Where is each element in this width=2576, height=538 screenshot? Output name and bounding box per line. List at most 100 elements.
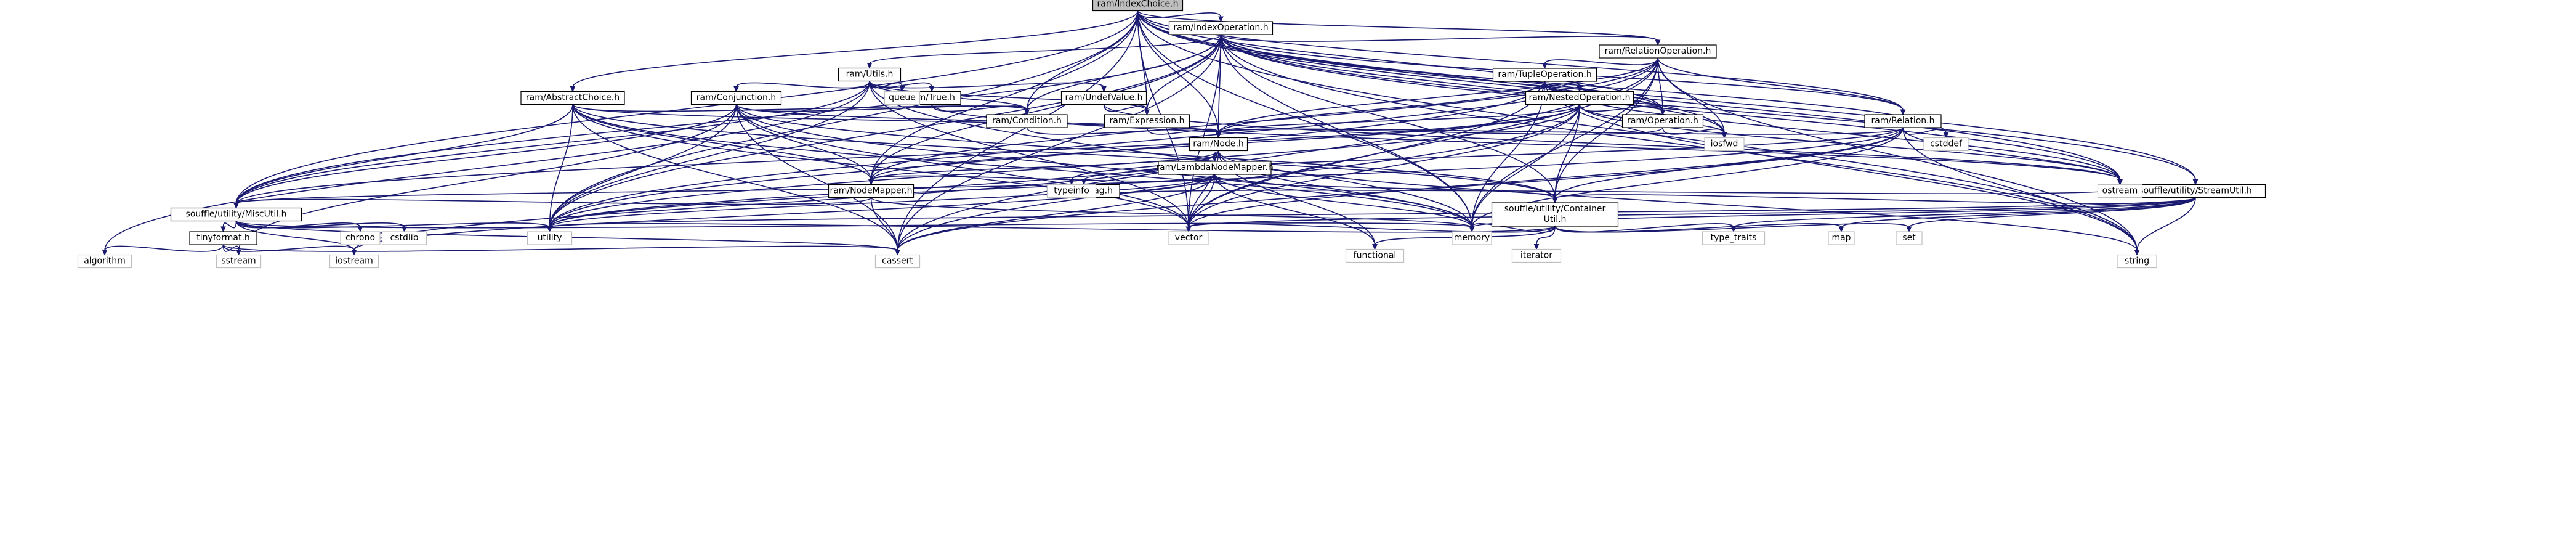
node-ram-abstractchoice-h[interactable]: ram/AbstractChoice.h	[520, 91, 625, 105]
node-ram-condition-h[interactable]: ram/Condition.h	[986, 114, 1068, 128]
node-label: ram/IndexChoice.h	[1097, 0, 1179, 9]
node-ram-relationoperation-h[interactable]: ram/RelationOperation.h	[1599, 44, 1717, 59]
edge-souffle-utility-streamutil-h-to-souffle-utility-containerutil-h	[1554, 194, 2196, 204]
node-souffle-utility-streamutil-h[interactable]: souffle/utility/StreamUtil.h	[2125, 184, 2266, 198]
node-ram-nodemapper-h[interactable]: ram/NodeMapper.h	[828, 184, 915, 198]
node-box	[520, 91, 625, 105]
node-ram-node-h[interactable]: ram/Node.h	[1189, 137, 1248, 152]
edge-ram-abstractchoice-h-to-ram-condition-h	[572, 104, 1028, 112]
edge-ram-tupleoperation-h-to-vector	[1188, 81, 1546, 228]
node-label: ram/Condition.h	[992, 116, 1062, 126]
node-ram-tupleoperation-h[interactable]: ram/TupleOperation.h	[1492, 68, 1597, 82]
edge-ram-lambdanodemapper-h-to-cassert	[897, 174, 1216, 251]
edge-ram-nodemapper-h-to-cassert	[870, 197, 898, 251]
edge-arrowhead	[1900, 109, 1906, 116]
edge-ram-utils-h-to-souffle-utility-miscutil-h	[235, 81, 870, 204]
edge-ram-indexoperation-h-to-ram-expression-h	[1146, 34, 1222, 111]
node-box	[1864, 114, 1942, 128]
edge-ram-utils-h-to-algorithm	[104, 81, 870, 251]
edge-ram-indexoperation-h-to-ram-relationoperation-h	[1220, 34, 1658, 42]
node-ram-lambdanodemapper-h[interactable]: ram/LambdaNodeMapper.h	[1156, 161, 1274, 175]
node-label: memory	[1454, 233, 1490, 243]
edge-arrowhead	[1577, 86, 1583, 92]
edge-ram-relation-h-to-utility	[549, 127, 1904, 228]
edge-relationtag-h-to-ostream	[1083, 188, 2121, 198]
node-label: ram/AbstractChoice.h	[526, 93, 620, 103]
edge-arrowhead	[733, 86, 739, 92]
node-typeinfo: typeinfo	[1046, 184, 1097, 198]
node-label: ram/NestedOperation.h	[1528, 93, 1630, 103]
node-box	[1092, 0, 1184, 12]
edge-ram-node-h-to-string	[1217, 150, 2138, 251]
node-ram-expression-h[interactable]: ram/Expression.h	[1104, 114, 1190, 128]
node-label: sstream	[221, 256, 256, 266]
edge-arrowhead	[899, 86, 905, 92]
edge-ram-indexoperation-h-to-cassert	[897, 34, 1222, 251]
node-ram-relation-h[interactable]: ram/Relation.h	[1864, 114, 1942, 128]
edge-ram-nestedoperation-h-to-ostream	[1579, 104, 2121, 181]
edge-ram-nestedoperation-h-to-utility	[549, 104, 1580, 228]
node-box	[1158, 161, 1272, 175]
edge-ram-abstractchoice-h-to-souffle-utility-containerutil-h	[572, 104, 1556, 199]
edge-ram-abstractchoice-h-to-souffle-utility-miscutil-h	[235, 104, 573, 204]
edge-ram-indexoperation-h-to-ram-nodemapper-h	[870, 34, 1222, 181]
node-label: vector	[1175, 233, 1203, 243]
edge-ram-utils-h-to-ram-undefvalue-h	[869, 81, 1105, 89]
node-ram-operation-h[interactable]: ram/Operation.h	[1621, 114, 1704, 128]
edge-ram-undefvalue-h-to-ram-expression-h	[1103, 104, 1148, 112]
edge-arrowhead	[102, 250, 108, 256]
edge-ram-relation-h-to-cstddef	[1902, 127, 1947, 135]
node-box	[329, 254, 379, 269]
edge-tinyformat-h-to-cassert	[222, 244, 898, 252]
node-ram-undefvalue-h[interactable]: ram/UndefValue.h	[1060, 91, 1147, 105]
node-ram-indexchoice-h[interactable]: ram/IndexChoice.h	[1092, 0, 1184, 12]
edge-souffle-utility-miscutil-h-to-tinyformat-h	[222, 221, 237, 229]
node-box	[1168, 231, 1209, 245]
node-ram-nestedoperation-h[interactable]: ram/NestedOperation.h	[1525, 91, 1634, 105]
node-memory: memory	[1452, 231, 1492, 245]
node-box	[170, 207, 302, 222]
edge-arrowhead	[570, 86, 576, 92]
node-cstdlib: cstdlib	[381, 231, 427, 245]
node-ram-conjunction-h[interactable]: ram/Conjunction.h	[690, 91, 782, 105]
edge-arrowhead	[2117, 179, 2123, 185]
node-label: queue	[889, 93, 916, 103]
edge-ram-abstractchoice-h-to-utility	[549, 104, 573, 228]
edge-souffle-utility-streamutil-h-to-vector	[1188, 197, 2196, 228]
node-label: cstddef	[1930, 139, 1963, 149]
edge-ram-expression-h-to-ram-node-h	[1146, 127, 1219, 135]
edge-arrowhead	[1372, 244, 1378, 250]
node-box	[828, 184, 915, 198]
node-box	[1599, 44, 1717, 59]
edge-ram-relationoperation-h-to-souffle-utility-containerutil-h	[1554, 57, 1658, 199]
edge-ram-lambdanodemapper-h-to-ram-nodemapper-h	[870, 174, 1216, 182]
node-label: ostream	[2102, 186, 2138, 196]
node-cstddef: cstddef	[1923, 137, 1969, 152]
node-ram-utils-h[interactable]: ram/Utils.h	[838, 67, 902, 82]
edge-ram-utils-h-to-ram-true-h	[869, 81, 932, 89]
node-souffle-utility-miscutil-h[interactable]: souffle/utility/MiscUtil.h	[170, 207, 302, 222]
edge-ram-tupleoperation-h-to-memory	[1471, 81, 1546, 228]
edge-arrowhead	[233, 203, 239, 209]
node-sstream: sstream	[216, 254, 262, 269]
edge-ram-relationoperation-h-to-memory	[1471, 57, 1658, 228]
edge-arrowhead	[220, 226, 226, 233]
edge-ram-conjunction-h-to-souffle-utility-miscutil-h	[235, 104, 737, 204]
edge-arrowhead	[2134, 250, 2140, 256]
node-label: souffle/utility/StreamUtil.h	[2139, 186, 2252, 196]
node-vector: vector	[1168, 231, 1209, 245]
node-box	[1621, 114, 1704, 128]
edge-ram-abstractchoice-h-to-vector	[572, 104, 1189, 228]
edge-ram-relation-h-to-ram-node-h	[1217, 127, 1904, 135]
edge-ram-nodemapper-h-to-memory	[870, 197, 1472, 228]
edge-ram-lambdanodemapper-h-to-vector	[1188, 174, 1216, 228]
node-map: map	[1828, 231, 1855, 245]
edge-ram-operation-h-to-iosfwd	[1662, 127, 1725, 135]
edge-arrowhead	[1144, 109, 1150, 116]
node-box	[2117, 254, 2157, 269]
edges-layer	[102, 10, 2198, 256]
node-tinyformat-h[interactable]: tinyformat.h	[189, 231, 257, 245]
node-ram-indexoperation-h[interactable]: ram/IndexOperation.h	[1168, 21, 1274, 35]
edge-arrowhead	[547, 226, 552, 233]
